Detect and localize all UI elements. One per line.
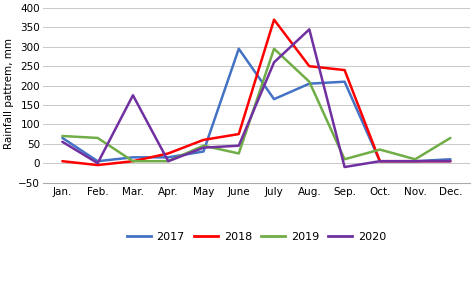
Line: 2017: 2017: [63, 49, 450, 161]
Y-axis label: Rainfall pattrem, mm: Rainfall pattrem, mm: [4, 38, 14, 149]
2017: [271, 97, 277, 101]
2018: [165, 152, 171, 155]
2019: [342, 158, 347, 161]
Line: 2020: 2020: [63, 29, 450, 167]
2019: [307, 80, 312, 84]
2019: [201, 144, 206, 147]
Legend: 2017, 2018, 2019, 2020: 2017, 2018, 2019, 2020: [122, 227, 391, 246]
2020: [165, 160, 171, 163]
2018: [377, 160, 383, 163]
2017: [412, 160, 418, 163]
2017: [377, 160, 383, 163]
2019: [130, 160, 136, 163]
2020: [236, 144, 242, 147]
2020: [412, 160, 418, 163]
2019: [377, 148, 383, 151]
2019: [60, 134, 65, 138]
2019: [236, 152, 242, 155]
2018: [60, 160, 65, 163]
2018: [271, 18, 277, 21]
2018: [201, 138, 206, 142]
2017: [165, 155, 171, 159]
2017: [307, 82, 312, 85]
2020: [201, 146, 206, 149]
2017: [95, 160, 100, 163]
2018: [95, 163, 100, 167]
2017: [236, 47, 242, 51]
2020: [307, 28, 312, 31]
2020: [95, 162, 100, 165]
2018: [447, 160, 453, 163]
2018: [307, 64, 312, 68]
2020: [130, 94, 136, 97]
2019: [95, 136, 100, 140]
2017: [201, 150, 206, 153]
2018: [342, 68, 347, 72]
Line: 2019: 2019: [63, 49, 450, 161]
2018: [412, 160, 418, 163]
2020: [60, 140, 65, 144]
2019: [412, 158, 418, 161]
Line: 2018: 2018: [63, 20, 450, 165]
2019: [271, 47, 277, 51]
2020: [342, 165, 347, 169]
2019: [165, 160, 171, 163]
2020: [271, 61, 277, 64]
2018: [236, 132, 242, 136]
2018: [130, 160, 136, 163]
2017: [60, 136, 65, 140]
2020: [447, 160, 453, 163]
2020: [377, 160, 383, 163]
2017: [342, 80, 347, 84]
2017: [130, 155, 136, 159]
2019: [447, 136, 453, 140]
2017: [447, 158, 453, 161]
